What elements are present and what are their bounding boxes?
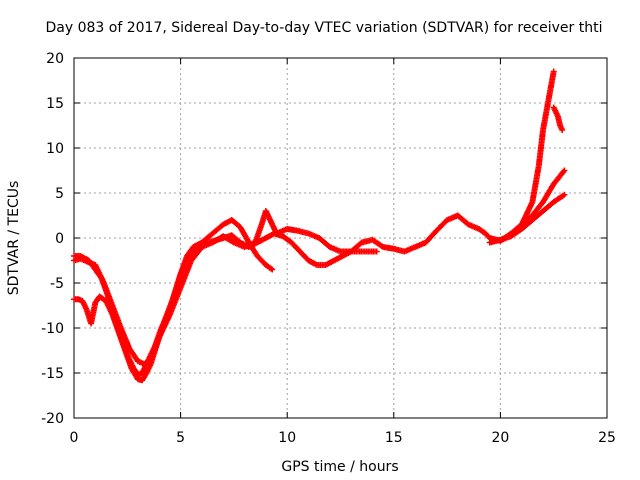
series-track-5 <box>497 167 568 244</box>
y-tick-label: 10 <box>46 141 64 157</box>
y-tick-label: 15 <box>46 96 64 112</box>
x-axis-label: GPS time / hours <box>281 459 398 475</box>
x-tick-label: 10 <box>278 430 296 446</box>
data-point-marker <box>550 68 557 75</box>
x-tick-label: 0 <box>70 430 79 446</box>
y-tick-label: -5 <box>50 276 64 292</box>
data-point-marker <box>560 168 567 175</box>
data-point-marker <box>373 248 380 255</box>
series-track-3 <box>71 68 557 367</box>
y-tick-label: -15 <box>41 366 64 382</box>
data-point-marker <box>559 127 566 133</box>
grid <box>74 58 607 418</box>
data-series <box>71 68 568 384</box>
axis-ticks: 0 5 10 15 20 25 -20 -15 -10 -5 0 5 10 15 20 <box>41 51 616 446</box>
x-tick-label: 5 <box>176 430 185 446</box>
y-tick-label: 0 <box>55 231 64 247</box>
data-point-marker <box>561 167 568 174</box>
x-tick-label: 15 <box>385 430 403 446</box>
series-track-2 <box>71 230 380 384</box>
series-track-3-segment-b <box>550 104 566 133</box>
data-point-marker <box>269 266 276 273</box>
y-tick-label: -20 <box>41 411 64 427</box>
x-tick-label: 25 <box>598 430 616 446</box>
x-tick-label: 20 <box>491 430 509 446</box>
y-tick-label: -10 <box>41 321 64 337</box>
chart-title: Day 083 of 2017, Sidereal Day-to-day VTE… <box>46 20 603 36</box>
y-axis-label: SDTVAR / TECUs <box>6 181 22 296</box>
y-tick-label: 5 <box>55 186 64 202</box>
y-tick-label: 20 <box>46 51 64 67</box>
data-point-marker <box>561 191 568 198</box>
